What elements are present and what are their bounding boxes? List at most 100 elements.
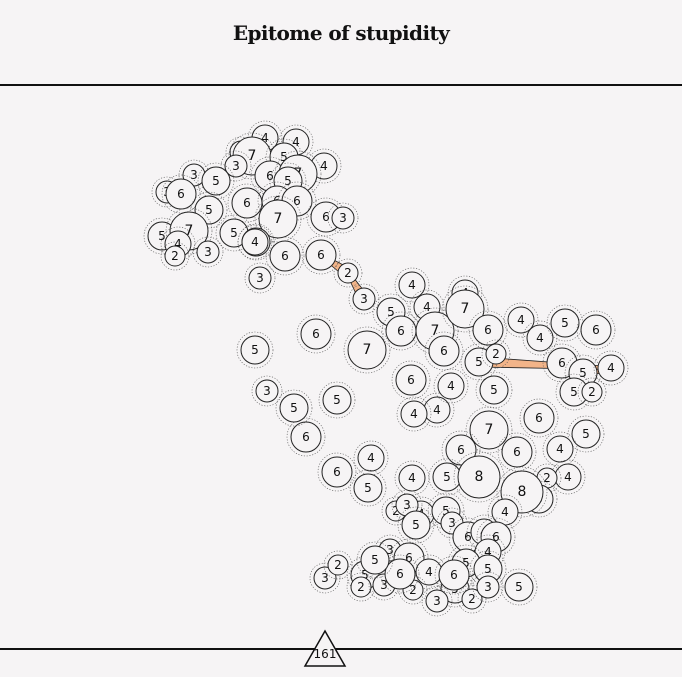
- node: 6: [434, 555, 474, 595]
- node-halo: [397, 506, 435, 544]
- node-label: 5: [284, 174, 292, 188]
- node: 6: [391, 360, 431, 400]
- node: 7: [465, 406, 513, 454]
- node-halo: [160, 241, 190, 271]
- node-label: 4: [517, 313, 525, 327]
- node-label: 6: [405, 551, 413, 565]
- node-halo: [472, 571, 504, 603]
- node-label: 6: [592, 323, 600, 337]
- node: 4: [503, 302, 539, 338]
- node: 5: [356, 541, 394, 579]
- node-label: 8: [518, 484, 527, 500]
- node-halo: [301, 235, 341, 275]
- node-circle: [597, 354, 625, 382]
- node-halo: [542, 431, 578, 467]
- node-circle: [580, 314, 612, 346]
- node-halo: [274, 150, 322, 198]
- node-circle: [428, 335, 460, 367]
- node-halo: [419, 392, 455, 428]
- node-halo: [160, 226, 196, 262]
- node: 2: [160, 241, 190, 271]
- node-halo: [475, 371, 513, 409]
- node-halo: [286, 417, 326, 457]
- node-halo: [296, 314, 336, 354]
- node-label: 6: [396, 567, 404, 581]
- node-circle: [425, 589, 449, 613]
- node-label: 5: [333, 393, 341, 407]
- node-halo: [409, 289, 445, 325]
- node-circle: [523, 402, 555, 434]
- node-circle: [501, 436, 533, 468]
- node-circle: [401, 510, 431, 540]
- node-circle: [438, 559, 470, 591]
- node-label: 4: [261, 131, 269, 145]
- node-circle: [457, 455, 501, 499]
- node-halo: [275, 389, 313, 427]
- node-label: 7: [185, 223, 194, 239]
- node-circle: [479, 375, 509, 405]
- node: 5: [567, 415, 605, 453]
- node-halo: [496, 466, 548, 518]
- node: 2: [481, 339, 511, 369]
- node-label: 4: [174, 237, 182, 251]
- node-label: 7: [461, 301, 470, 317]
- node-halo: [487, 494, 523, 530]
- node-halo: [465, 406, 513, 454]
- node-label: 6: [457, 443, 465, 457]
- node-circle: [398, 271, 426, 299]
- node-label: 3: [263, 384, 271, 398]
- node-label: 5: [570, 385, 578, 399]
- node-circle: [357, 444, 385, 472]
- node-label: 6: [243, 196, 251, 210]
- node: 2: [323, 550, 353, 580]
- node-halo: [220, 150, 252, 182]
- node-circle: [507, 306, 535, 334]
- node-circle: [461, 588, 483, 610]
- node: 2: [457, 584, 487, 614]
- node-label: 6: [302, 430, 310, 444]
- node-halo: [254, 195, 302, 243]
- node-halo: [550, 459, 586, 495]
- node-label: 4: [536, 331, 544, 345]
- node-circle: [526, 324, 554, 352]
- node-label: 3: [484, 580, 492, 594]
- node: 4: [353, 440, 389, 476]
- node-label: 6: [397, 324, 405, 338]
- node: 6: [576, 310, 616, 350]
- node-label: 4: [367, 451, 375, 465]
- node: 6: [286, 417, 326, 457]
- node: 5: [236, 331, 274, 369]
- node-halo: [394, 460, 430, 496]
- node-halo: [434, 555, 474, 595]
- node-circle: [445, 434, 477, 466]
- node-circle: [240, 335, 270, 365]
- node-label: 3: [190, 168, 198, 182]
- node-label: 4: [410, 407, 418, 421]
- node-halo: [457, 584, 487, 614]
- node-label: 2: [357, 580, 365, 594]
- node-halo: [343, 326, 391, 374]
- node-label: 5: [361, 568, 369, 582]
- node-halo: [349, 469, 387, 507]
- node-label: 5: [412, 518, 420, 532]
- node-label: 6: [513, 445, 521, 459]
- node: 2: [577, 377, 607, 407]
- node-halo: [593, 350, 629, 386]
- node-halo: [576, 310, 616, 350]
- node-label: 5: [442, 504, 450, 518]
- node-halo: [497, 432, 537, 472]
- node-circle: [165, 178, 197, 210]
- node-circle: [469, 410, 509, 450]
- node-label: 5: [475, 355, 483, 369]
- node-halo: [317, 452, 357, 492]
- node: 6: [497, 432, 537, 472]
- node-label: 6: [322, 210, 330, 224]
- node-circle: [353, 473, 383, 503]
- node: 4: [419, 392, 455, 428]
- node-label: 7: [431, 323, 440, 339]
- node-label: 7: [274, 211, 283, 227]
- node-label: 5: [561, 316, 569, 330]
- node-halo: [522, 320, 558, 356]
- node: 7: [254, 195, 302, 243]
- node-cluster: 4437543356753656667635745235466323564764…: [143, 120, 629, 617]
